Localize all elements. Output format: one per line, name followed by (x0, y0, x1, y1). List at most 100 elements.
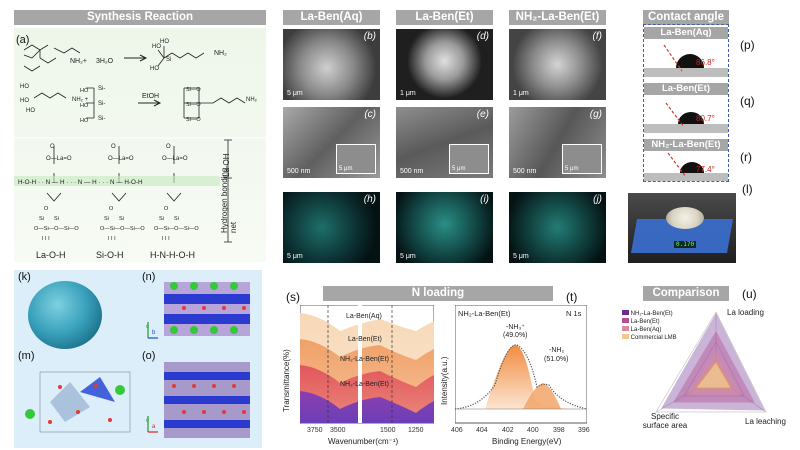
ca-angle-et: 80.7° (696, 114, 715, 123)
xps-region: N 1s (566, 309, 582, 318)
contact-angle-header: Contact angle (643, 10, 729, 25)
radar-axis-la-leaching: La leaching (745, 417, 786, 426)
xps-tick-406: 406 (451, 427, 463, 434)
ftir-tick-3500: 3500 (330, 427, 346, 434)
svg-text:O: O (44, 206, 49, 212)
panel-label-k: (k) (18, 271, 31, 283)
panel-label-m: (m) (18, 350, 35, 362)
col-header-la-ben-aq: La-Ben(Aq) (283, 10, 380, 25)
legend-item-nh2: NH₂-La-Ben(Et) (622, 310, 677, 318)
svg-text:HO: HO (160, 39, 169, 45)
svg-text:NH₂+: NH₂+ (70, 58, 87, 65)
hbond-chain: H-O-H · · N — H · · · N — H · · · N — H-… (18, 179, 143, 186)
svg-text:O—La=O: O—La=O (162, 156, 188, 162)
n-loading-header: N loading (323, 286, 553, 301)
panel-label-r: (r) (740, 150, 752, 164)
panel-label-g: (g) (589, 109, 602, 120)
crystal-structure-m (25, 371, 131, 433)
ca-sample-et: La-Ben(Et) (644, 83, 728, 95)
svg-text:Si-: Si- (98, 101, 105, 107)
svg-text:O—Si—O—Si—O: O—Si—O—Si—O (100, 226, 145, 232)
ftir-series-1: La-Ben(Aq) (346, 313, 382, 320)
synthesis-panel (14, 28, 266, 262)
svg-text:Si: Si (104, 216, 109, 222)
ca-sample-aq: La-Ben(Aq) (644, 27, 728, 39)
svg-text:c: c (146, 418, 149, 424)
ca-angle-aq: 86.8° (696, 58, 715, 67)
svg-text:Si—O: Si—O (186, 87, 201, 93)
radar-axis-surface-area: Specific surface area (642, 412, 688, 430)
panel-label-o: (o) (142, 350, 156, 362)
svg-text:HO: HO (80, 103, 89, 109)
svg-text:O—La=O: O—La=O (108, 156, 134, 162)
svg-text:HO: HO (20, 84, 29, 90)
xps-peak1-pct: (49.0%) (503, 332, 528, 339)
axis-indicator-n: bc (146, 322, 158, 339)
synthesis-legend-h-n-h-o-h: H-N-H-O-H (150, 250, 195, 260)
svg-text:HO: HO (20, 98, 29, 104)
crystal-structure-n (164, 282, 250, 336)
svg-text:Si: Si (159, 216, 164, 222)
hbond-side-label: Hydrogen bonding net (220, 167, 238, 233)
col-header-la-ben-et: La-Ben(Et) (396, 10, 493, 25)
scalebar-f: 1 μm (513, 90, 529, 97)
radar-axis-la-loading: La loading (727, 308, 764, 317)
legend-item-lmb: Commercial LMB (622, 334, 677, 342)
ftir-series-4: NH₂-La-Ben(Et) (340, 381, 390, 388)
xps-tick-402: 402 (502, 427, 514, 434)
sem-image-e: (e) 500 nm 5 μm (396, 107, 493, 178)
sem-image-g: (g) 500 nm 5 μm (509, 107, 606, 178)
panel-label-i: (i) (480, 194, 489, 205)
xps-plot (455, 305, 587, 424)
scalebar-d: 1 μm (400, 90, 416, 97)
svg-text:Si-: Si- (98, 116, 105, 122)
svg-text:Si—O: Si—O (186, 102, 201, 108)
scalebar-g: 500 nm (513, 168, 537, 175)
ftir-tick-1250: 1250 (408, 427, 424, 434)
panel-label-f: (f) (592, 31, 602, 42)
panel-label-l: (l) (742, 182, 753, 196)
svg-text:O—Si—O—Si—O: O—Si—O—Si—O (34, 226, 79, 232)
xps-xlabel: Binding Energy(eV) (492, 437, 562, 446)
scalebar-e: 500 nm (400, 168, 424, 175)
water-label: 3H₂O (96, 58, 114, 65)
axis-indicator-o: ac (146, 416, 158, 433)
legend-item-et: La-Ben(Et) (622, 318, 677, 326)
eds-map-i: (i) 5 μm (396, 192, 493, 263)
sem-image-b: (b) 5 μm (283, 29, 380, 100)
svg-text:Si: Si (39, 216, 44, 222)
sem-inset-c: 5 μm (336, 144, 376, 174)
xps-peak1-name: -NH₃⁺ (506, 324, 525, 331)
svg-text:HO: HO (80, 88, 89, 94)
ftir-xlabel: Wavenumber(cm⁻¹) (328, 437, 399, 446)
svg-text:NH₂: NH₂ (214, 50, 227, 57)
panel-label-u: (u) (742, 287, 757, 301)
panel-label-p: (p) (740, 38, 755, 52)
svg-text:NH₂: NH₂ (246, 97, 258, 103)
panel-label-e: (e) (476, 109, 489, 120)
panel-label-t: (t) (566, 290, 578, 304)
svg-text:O: O (111, 144, 116, 150)
svg-text:HO: HO (26, 108, 35, 114)
svg-text:c: c (146, 324, 149, 330)
xps-ylabel: Intensity(a.u.) (440, 356, 449, 405)
scalebar-i: 5 μm (400, 253, 416, 260)
xps-tick-404: 404 (476, 427, 488, 434)
svg-text:Si: Si (119, 216, 124, 222)
comparison-header: Comparison (643, 286, 729, 301)
svg-text:Si—O: Si—O (186, 117, 201, 123)
svg-text:HO: HO (152, 44, 161, 50)
ca-sample-nh2: NH₂-La-Ben(Et) (644, 139, 728, 151)
svg-text:I I I: I I I (162, 236, 170, 242)
xps-tick-400: 400 (527, 427, 539, 434)
sem-inset-e: 5 μm (449, 144, 489, 174)
svg-text:Si: Si (166, 57, 171, 63)
synthesis-header: Synthesis Reaction (14, 10, 266, 25)
scale-display: 0.170 (674, 241, 697, 248)
panel-label-j: (j) (593, 194, 602, 205)
ca-angle-nh2: 77.4° (696, 165, 715, 174)
xps-sample: NH₂-La-Ben(Et) (458, 309, 511, 318)
scalebar-h: 5 μm (287, 253, 303, 260)
synthesis-legend-si-o-h: Si-O-H (96, 250, 124, 260)
svg-text:Si: Si (54, 216, 59, 222)
